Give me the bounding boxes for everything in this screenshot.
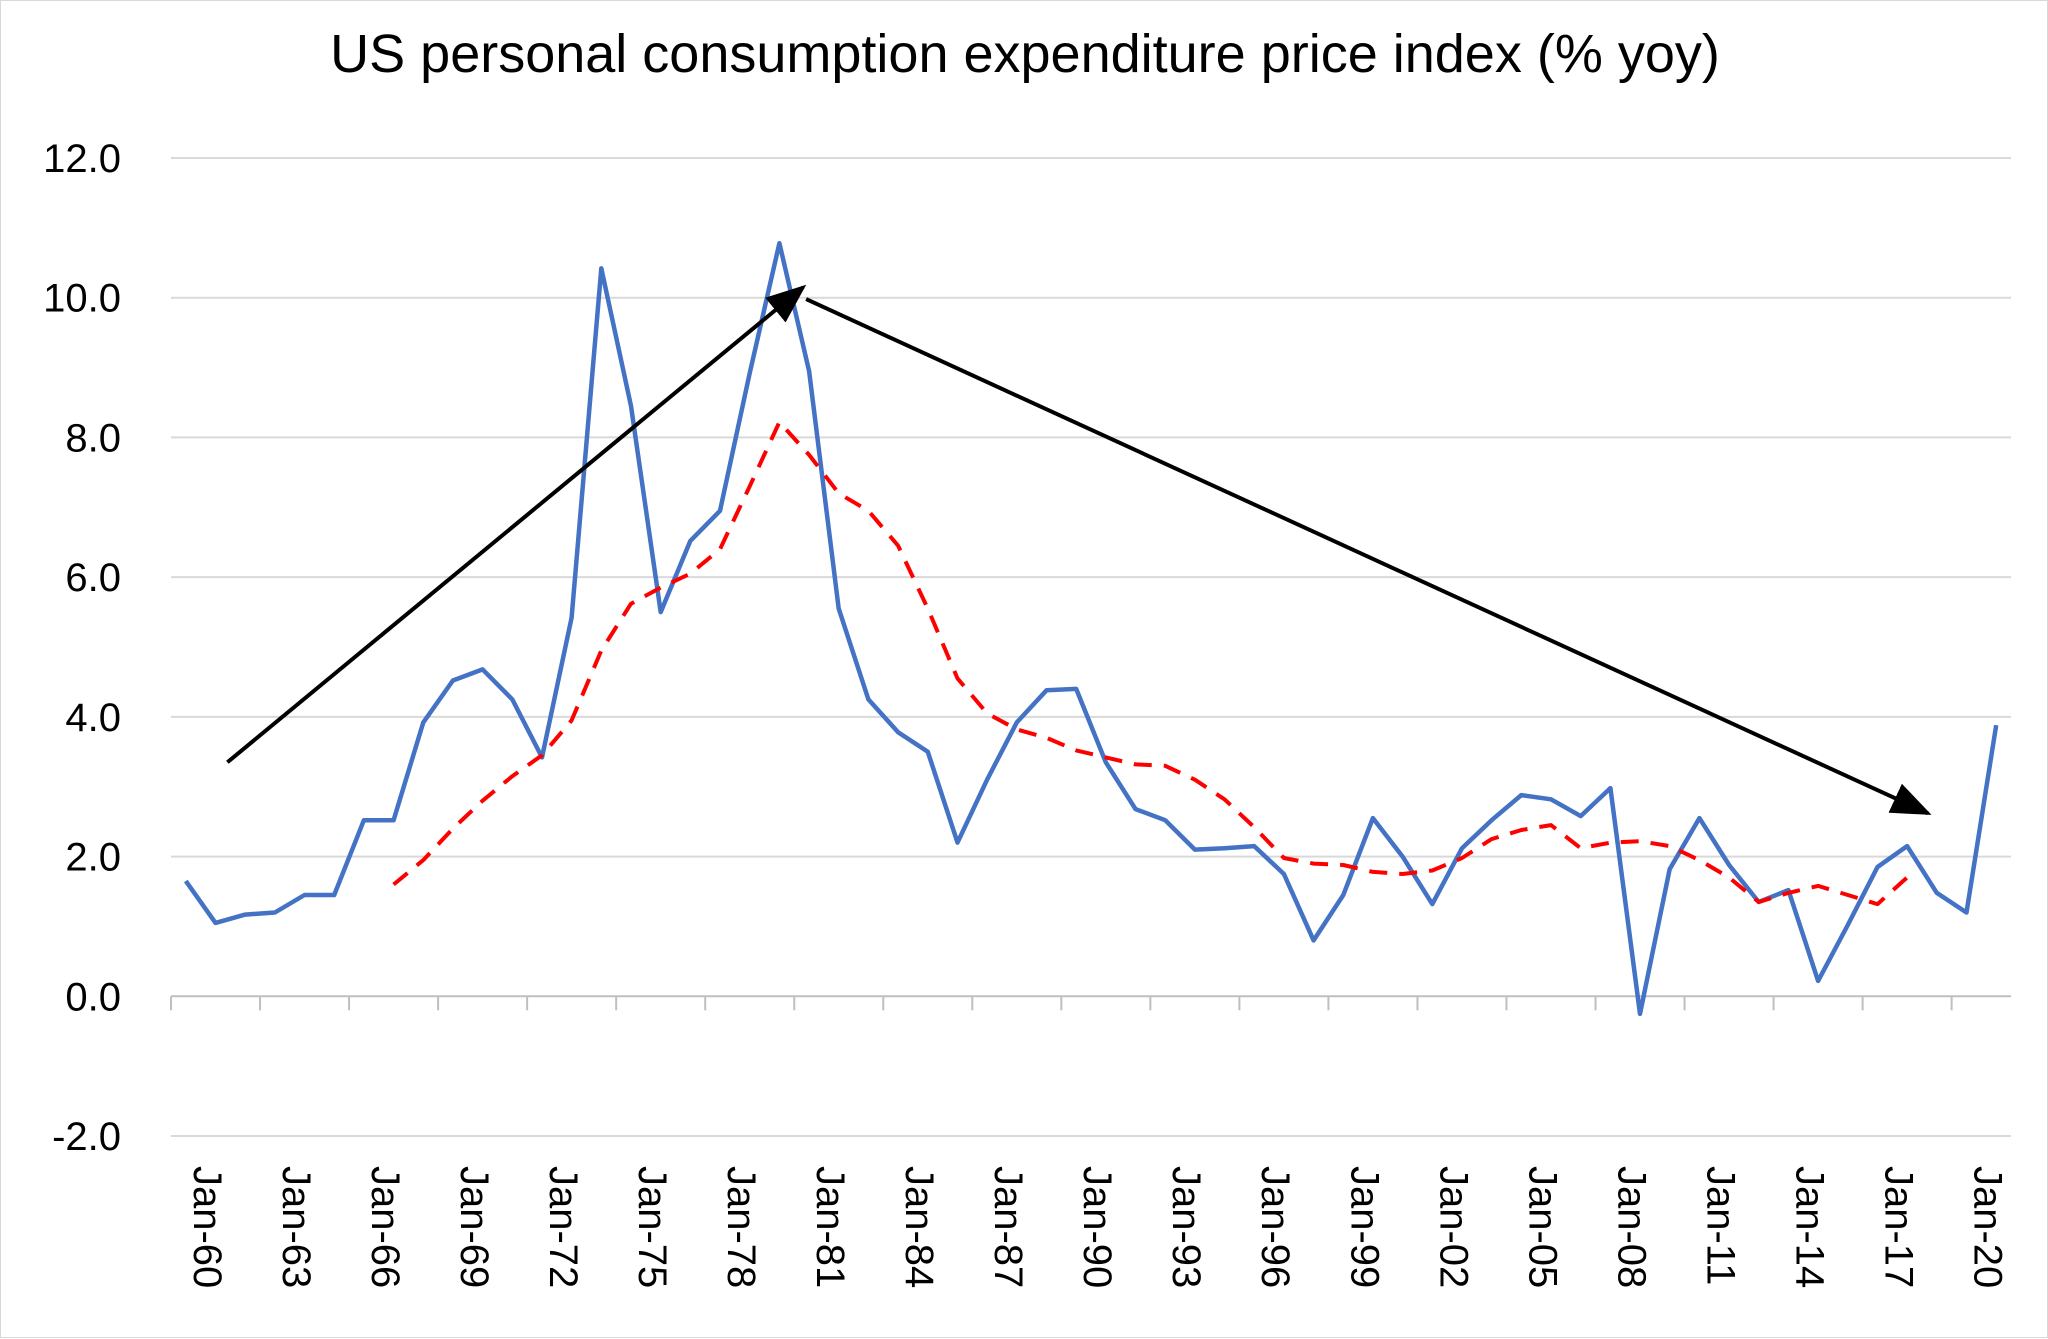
y-tick-label: -2.0: [52, 1115, 121, 1159]
x-tick-label: Jan-99: [1342, 1166, 1386, 1288]
x-tick-label: Jan-17: [1876, 1166, 1920, 1288]
x-tick-label: Jan-84: [897, 1166, 941, 1288]
y-tick-label: 10.0: [43, 277, 121, 321]
x-tick-label: Jan-14: [1787, 1166, 1831, 1288]
trend-arrow: [226, 284, 807, 764]
y-tick-label: 12.0: [43, 137, 121, 181]
x-tick-label: Jan-63: [274, 1166, 318, 1288]
x-tick-label: Jan-02: [1431, 1166, 1475, 1288]
y-tick-label: 8.0: [65, 416, 121, 460]
x-tick-label: Jan-93: [1164, 1166, 1208, 1288]
x-tick-label: Jan-81: [808, 1166, 852, 1288]
x-tick-label: Jan-90: [1075, 1166, 1119, 1288]
x-tick-label: Jan-69: [452, 1166, 496, 1288]
series-line-dashed: [392, 420, 1909, 907]
x-tick-label: Jan-72: [541, 1166, 585, 1288]
y-tick-label: 4.0: [65, 696, 121, 740]
x-tick-label: Jan-75: [630, 1166, 674, 1288]
y-tick-label: 2.0: [65, 836, 121, 880]
trend-arrow: [805, 297, 1932, 816]
y-tick-label: 0.0: [65, 975, 121, 1019]
chart-title: US personal consumption expenditure pric…: [330, 24, 1720, 84]
x-tick-label: Jan-20: [1965, 1166, 2009, 1288]
x-tick-label: Jan-11: [1698, 1166, 1742, 1285]
x-tick-label: Jan-66: [363, 1166, 407, 1288]
x-tick-label: Jan-78: [719, 1166, 763, 1288]
x-tick-label: Jan-60: [185, 1166, 229, 1288]
y-tick-label: 6.0: [65, 556, 121, 600]
x-tick-label: Jan-05: [1520, 1166, 1564, 1288]
x-tick-label: Jan-87: [986, 1166, 1030, 1288]
series-line-solid: [183, 240, 1999, 1017]
x-tick-label: Jan-08: [1609, 1166, 1653, 1288]
x-tick-label: Jan-96: [1253, 1166, 1297, 1288]
